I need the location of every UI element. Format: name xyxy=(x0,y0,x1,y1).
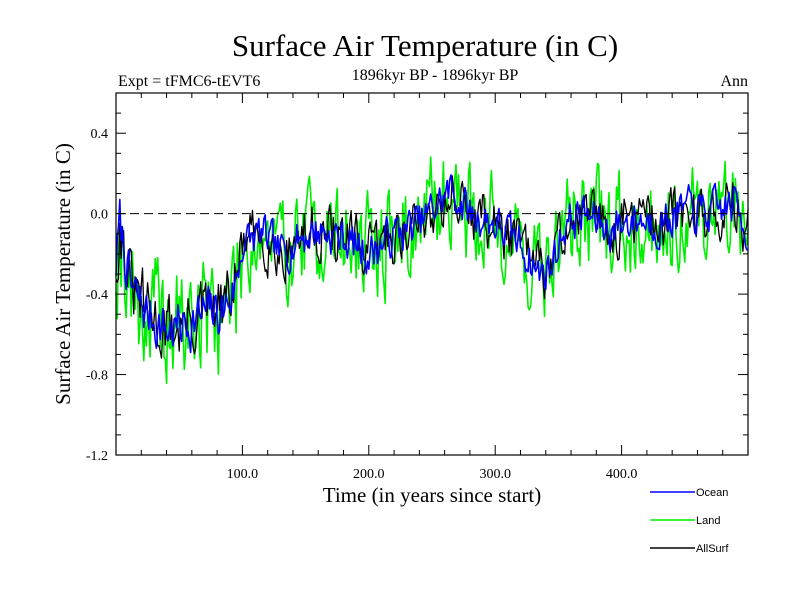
legend-label-allsurf: AllSurf xyxy=(696,543,729,555)
series-line-land xyxy=(115,156,749,385)
axis-ticks xyxy=(116,92,748,456)
x-tick-labels: 100.0 200.0 300.0 400.0 xyxy=(227,467,638,482)
y-tick-label: -1.2 xyxy=(86,449,108,464)
series-line-ocean xyxy=(115,174,748,354)
x-tick-label: 200.0 xyxy=(353,467,385,482)
plot-frame xyxy=(115,92,749,456)
chart-subtitle-season: Ann xyxy=(720,73,748,90)
y-tick-label: 0.0 xyxy=(91,208,109,223)
y-axis-label: Surface Air Temperature (in C) xyxy=(51,143,75,405)
legend-label-land: Land xyxy=(696,515,720,527)
y-tick-label: -0.8 xyxy=(86,369,108,384)
x-tick-label: 300.0 xyxy=(479,467,511,482)
y-tick-label: -0.4 xyxy=(86,288,108,303)
legend-label-ocean: Ocean xyxy=(696,487,728,499)
y-tick-label: 0.4 xyxy=(91,127,109,142)
plot-area: -1.2 -0.8 -0.4 0.0 0.4 100.0 200.0 300.0 400.0 xyxy=(86,92,749,482)
x-axis-label: Time (in years since start) xyxy=(323,483,542,507)
chart-subtitle-period: 1896kyr BP - 1896kyr BP xyxy=(352,67,519,84)
x-tick-label: 400.0 xyxy=(606,467,638,482)
series-layer xyxy=(115,156,749,385)
legend: Ocean Land AllSurf xyxy=(650,487,729,555)
y-tick-labels: -1.2 -0.8 -0.4 0.0 0.4 xyxy=(86,127,108,464)
chart-title: Surface Air Temperature (in C) xyxy=(232,28,618,63)
x-tick-label: 100.0 xyxy=(227,467,259,482)
chart-subtitle-experiment: Expt = tFMC6-tEVT6 xyxy=(118,73,260,90)
